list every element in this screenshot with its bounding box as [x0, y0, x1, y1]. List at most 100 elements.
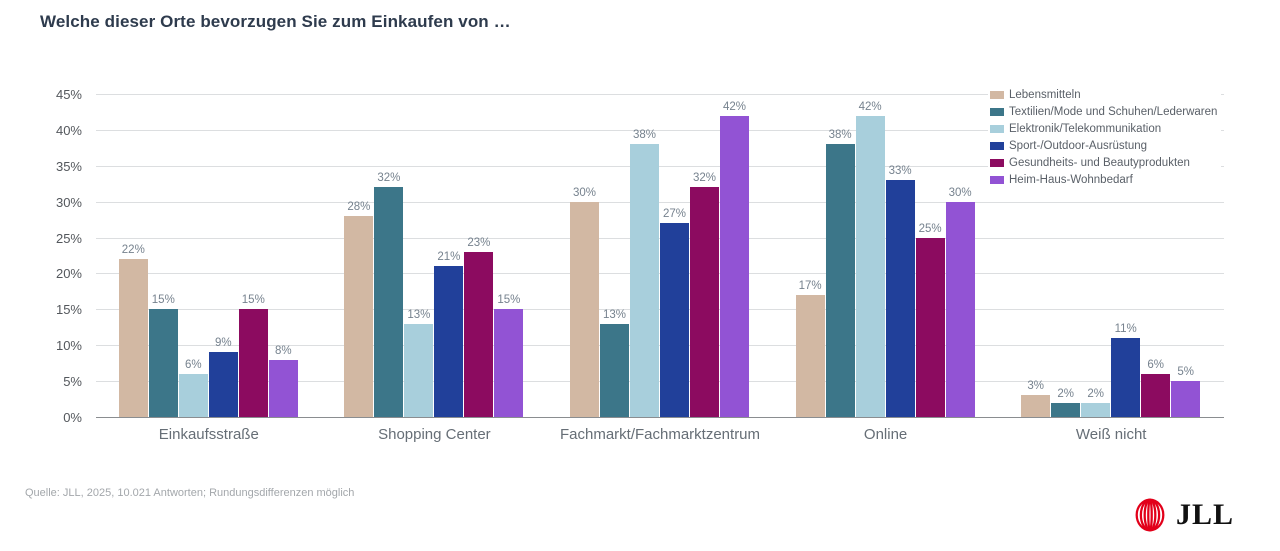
legend-label: Heim-Haus-Wohnbedarf [1009, 173, 1133, 186]
bar-value-label: 17% [798, 279, 822, 292]
bar [178, 373, 208, 417]
legend-item: Elektronik/Telekommunikation [990, 120, 1217, 137]
bar-wrap: 28% [344, 94, 374, 417]
bar-value-label: 6% [184, 358, 202, 371]
legend-item: Gesundheits- und Beautyprodukten [990, 154, 1217, 171]
bar [570, 201, 599, 417]
gridline [96, 165, 1224, 167]
bar-value-label: 15% [241, 294, 265, 307]
bar-value-label: 42% [722, 100, 747, 113]
bar-wrap: 9% [208, 94, 238, 417]
legend-item: Lebensmitteln [990, 86, 1217, 103]
chart-legend: Lebensmitteln Textilien/Mode und Schuhen/… [988, 84, 1222, 192]
bar [434, 266, 464, 417]
y-tick-label: 0% [63, 410, 82, 425]
category-label: Einkaufsstraße [158, 426, 259, 443]
bar-value-label: 2% [1087, 387, 1104, 400]
bar-group: 3% 2% 2% 11% 6% 5% Weiß nicht [1021, 94, 1201, 443]
bar-wrap: 32% [690, 94, 719, 417]
x-axis-line [96, 417, 1224, 418]
bar-group: 17% 38% 42% 33% 25% 30% Online [795, 94, 976, 443]
bar [208, 352, 238, 417]
bar [148, 309, 178, 417]
bar-wrap: 21% [434, 94, 464, 417]
bar-wrap: 33% [885, 94, 915, 417]
chart-title: Welche dieser Orte bevorzugen Sie zum Ei… [40, 12, 511, 31]
bar [374, 187, 404, 417]
bar [404, 323, 434, 417]
category-label: Online [863, 426, 908, 443]
bar-value-label: 6% [1147, 358, 1164, 371]
bar-group: 22% 15% 6% 9% 15% 8% Einkaufsstraße [118, 94, 299, 443]
bar [1171, 381, 1201, 417]
bar [1051, 402, 1081, 417]
legend-swatch-icon [990, 141, 1004, 150]
legend-label: Elektronik/Telekommunikation [1009, 122, 1162, 135]
bar-wrap: 3% [1021, 94, 1051, 417]
bar [855, 115, 885, 417]
bar-value-label: 25% [918, 222, 942, 235]
gridline [96, 129, 1224, 131]
legend-swatch-icon [990, 107, 1004, 116]
bar-wrap: 15% [238, 94, 268, 417]
legend-label: Lebensmitteln [1009, 88, 1081, 101]
bar-wrap: 8% [268, 94, 298, 417]
bar [344, 216, 374, 417]
legend-item: Textilien/Mode und Schuhen/Lederwaren [990, 103, 1217, 120]
bar [464, 251, 494, 417]
bar-wrap: 30% [945, 94, 975, 417]
bar-value-label: 11% [1114, 323, 1137, 336]
bar [795, 294, 825, 417]
bar-value-label: 38% [632, 129, 657, 142]
bar-wrap: 15% [148, 94, 178, 417]
bar [630, 144, 659, 417]
legend-swatch-icon [990, 90, 1004, 99]
plot-area: 0% 5% 10% 15% 20% 25% 30% 35% 40% 45% 22% 15% 6% 9% 15… [56, 87, 1224, 443]
y-tick-label: 25% [55, 230, 82, 246]
bar [268, 359, 298, 417]
bar-wrap: 6% [1141, 94, 1171, 417]
bar-wrap: 5% [1171, 94, 1201, 417]
bar [825, 144, 855, 417]
jll-logo-text: JLL [1175, 498, 1234, 531]
bar-value-label: 3% [1027, 380, 1044, 393]
legend-swatch-icon [990, 124, 1004, 133]
bar-wrap: 30% [570, 94, 599, 417]
y-tick-label: 45% [55, 87, 82, 102]
legend-label: Textilien/Mode und Schuhen/Lederwaren [1009, 105, 1218, 118]
bar-wrap: 11% [1111, 94, 1141, 417]
bar-value-label: 38% [828, 129, 852, 142]
category-label: Fachmarkt/Fachmarktzentrum [559, 426, 761, 443]
bar-value-label: 5% [1177, 366, 1194, 379]
legend-item: Sport-/Outdoor-Ausrüstung [990, 137, 1217, 154]
gridline [96, 94, 1224, 95]
bar-value-label: 2% [1057, 387, 1074, 400]
bar [1111, 338, 1141, 417]
bar [600, 323, 629, 417]
bar-group: 30% 13% 38% 27% 32% 42% Fachmarkt/Fachmarktzen… [560, 94, 760, 443]
legend-swatch-icon [990, 175, 1004, 184]
category-label: Weiß nicht [1075, 426, 1147, 443]
source-note: Quelle: JLL, 2025, 10.021 Antworten; Run… [25, 487, 355, 499]
bar-wrap: 17% [795, 94, 825, 417]
bar-value-label: 8% [274, 344, 292, 357]
bar-wrap: 2% [1051, 94, 1081, 417]
bar-wrap: 22% [118, 94, 148, 417]
bar-wrap: 13% [600, 94, 629, 417]
bar [494, 309, 524, 417]
bar [660, 223, 689, 417]
bar-value-label: 23% [467, 236, 491, 249]
y-tick-label: 35% [55, 158, 82, 174]
bar-group: 28% 32% 13% 21% 23% 15% Shopping Center [344, 94, 524, 443]
bar-wrap: 25% [915, 94, 945, 417]
y-tick-label: 40% [55, 122, 82, 138]
bar-value-label: 13% [602, 308, 627, 321]
bar [945, 201, 975, 417]
bar-wrap: 32% [374, 94, 404, 417]
bar-value-label: 27% [662, 208, 687, 221]
category-label: Shopping Center [378, 426, 491, 443]
bar-wrap: 15% [494, 94, 524, 417]
jll-logo: JLL [1131, 496, 1234, 534]
bar-value-label: 28% [347, 201, 371, 214]
